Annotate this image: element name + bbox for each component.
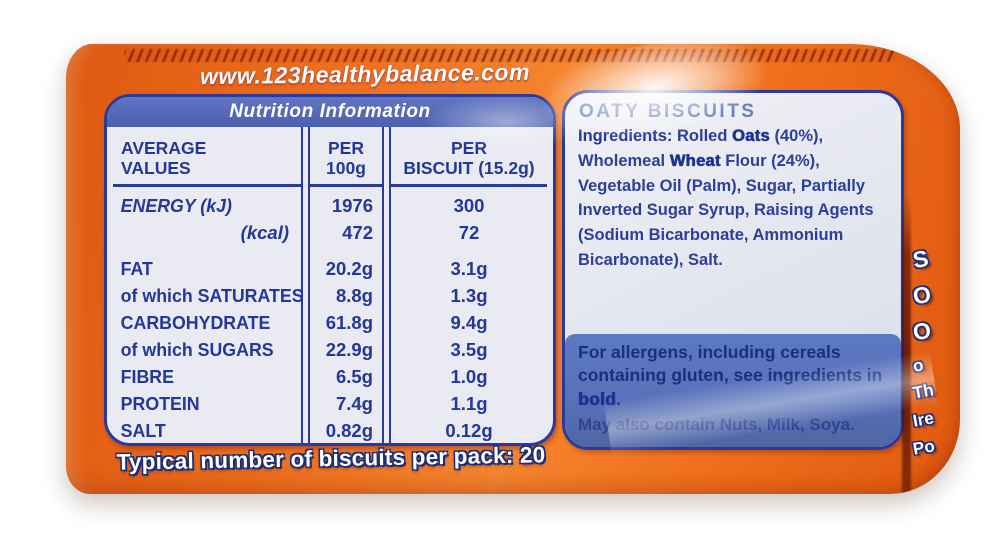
column-header-per-biscuit: PER BISCUIT (15.2g) [391,127,547,187]
fold-letter-fragment: o [911,355,925,376]
packet-fold-crease [902,194,911,494]
ingredients-list: Ingredients: Rolled Oats (40%), Wholemea… [578,124,888,273]
may-contain-note: May also contain Nuts, Milk, Soya. [578,415,855,434]
value-sugars-biscuit: 3.5g [450,339,488,360]
website-url: www.123healthybalance.com [199,58,531,90]
column-per-biscuit: PER BISCUIT (15.2g) 300 72 3.1g 1.3g 9.4… [389,127,547,443]
biscuit-packet: www.123healthybalance.com Nutrition Info… [66,44,960,494]
row-label-fat: FAT [120,258,153,279]
value-fibre-biscuit: 1.0g [450,366,488,387]
value-saturates-100g: 8.8g [335,285,373,306]
value-salt-100g: 0.82g [325,420,373,441]
value-kcal-100g: 472 [342,222,373,243]
value-carbohydrate-100g: 61.8g [325,312,373,333]
row-label-protein: PROTEIN [120,393,200,414]
value-fat-biscuit: 3.1g [450,258,488,279]
allergen-advice-bold-word: bold [578,389,617,410]
allergen-advice-text: For allergens, including cereals contain… [565,334,901,412]
allergen-wheat: Wheat [669,151,721,170]
nutrition-table-body: AVERAGE VALUES ENERGY (kJ) (kcal) FAT of… [107,127,553,443]
row-label-kcal: (kcal) [240,222,289,243]
value-salt-biscuit: 0.12g [445,420,493,441]
column-per-100g: PER 100g 1976 472 20.2g 8.8g 61.8g 22.9g… [308,127,384,443]
value-carbohydrate-biscuit: 9.4g [450,312,488,333]
column-average-values: AVERAGE VALUES ENERGY (kJ) (kcal) FAT of… [113,127,304,443]
fold-letter-fragment: Ire [911,408,936,431]
fold-letter-fragment: O [910,280,933,310]
value-sugars-100g: 22.9g [325,339,373,360]
label-cells: ENERGY (kJ) (kcal) FAT of which SATURATE… [113,187,304,443]
row-label-saturates: of which SATURATES [120,285,304,306]
row-spacer [310,246,382,255]
fold-letter-fragment: Po [911,436,937,459]
row-label-salt: SALT [120,420,166,441]
product-name: OATY BISCUITS [579,101,757,122]
value-protein-biscuit: 1.1g [450,393,488,414]
fold-clipped-text: S O O o Th Ire Po [911,240,960,494]
ingredients-label: Ingredients: [578,127,678,145]
value-energy-kj-100g: 1976 [331,195,373,216]
row-label-energy-kj: ENERGY (kJ) [120,195,232,216]
row-label-carbohydrate: CARBOHYDRATE [120,312,271,333]
fold-letter-fragment: S [910,244,931,274]
row-label-sugars: of which SUGARS [120,339,274,360]
ingredients-panel: OATY BISCUITS Ingredients: Rolled Oats (… [562,90,904,450]
row-spacer [391,246,547,255]
fold-letter-fragment: O [910,316,933,346]
value-kcal-biscuit: 72 [458,222,480,243]
nutrition-table-title: Nutrition Information [107,97,553,127]
column-header-per-100g: PER 100g [310,127,382,187]
allergen-advice-box: For allergens, including cereals contain… [565,333,901,447]
ingredient-text: Rolled [677,127,733,145]
allergen-advice-part: . [616,389,622,410]
allergen-oats: Oats [732,127,770,145]
biscuits-per-pack-note: Typical number of biscuits per pack: 20 [116,442,546,475]
allergen-advice-part: For allergens, including cereals contain… [578,341,883,386]
fold-letter-fragment: Th [911,380,936,403]
value-protein-100g: 7.4g [335,393,373,414]
value-saturates-biscuit: 1.3g [450,285,488,306]
per-biscuit-cells: 300 72 3.1g 1.3g 9.4g 3.5g 1.0g 1.1g 0.1… [391,187,547,443]
row-spacer [113,246,301,255]
row-label-fibre: FIBRE [120,366,174,387]
value-energy-kj-biscuit: 300 [453,195,485,216]
nutrition-table: Nutrition Information AVERAGE VALUES ENE… [104,94,556,446]
value-fat-100g: 20.2g [325,258,373,279]
column-header-average-values: AVERAGE VALUES [113,127,301,187]
value-fibre-100g: 6.5g [335,366,373,387]
per-100g-cells: 1976 472 20.2g 8.8g 61.8g 22.9g 6.5g 7.4… [310,187,382,443]
